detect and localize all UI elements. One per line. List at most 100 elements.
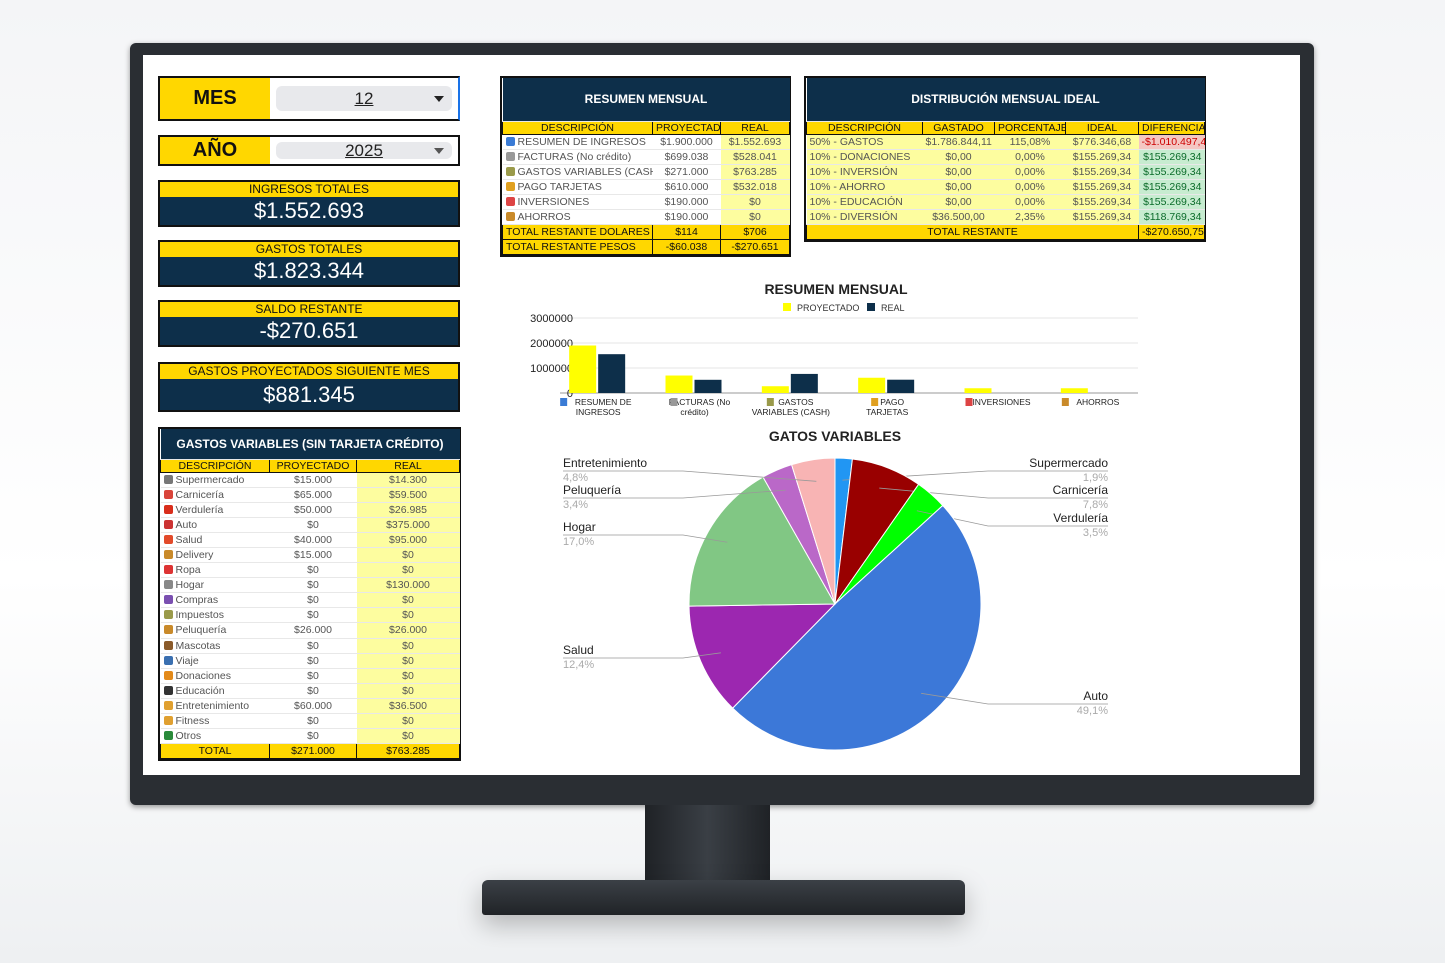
real-cell: $0 (356, 713, 460, 730)
row-label: Verdulería (175, 503, 224, 516)
table-row: 10% - INVERSIÓN $0,00 0,00% $155.269,34 $155… (806, 164, 1205, 180)
shopping-bags-icon (163, 595, 173, 605)
pie-percent: 12,4% (563, 659, 594, 671)
total-value: -$270.650,75 (1138, 223, 1205, 240)
year-dropdown[interactable]: 2025 (276, 140, 452, 160)
receipt-icon (670, 398, 678, 406)
description-cell: Ropa (160, 562, 270, 579)
real-cell: $763.285 (720, 164, 790, 180)
real-cell: $1.552.693 (720, 134, 790, 150)
table-row: Entretenimiento $60.000 $36.500 (160, 698, 460, 715)
total-projected: -$60.038 (652, 238, 721, 255)
year-value: 2025 (345, 140, 383, 160)
description-cell: GASTOS VARIABLES (CASH) (502, 164, 653, 180)
table-row: INVERSIONES $190.000 $0 (502, 194, 790, 210)
puzzle-icon (163, 731, 173, 741)
description-cell: Hogar (160, 577, 270, 594)
y-tick-label: 2000000 (530, 338, 573, 350)
pie-label: Supermercado (1029, 456, 1108, 470)
trend-chart-icon (505, 196, 515, 206)
row-label: Compras (175, 594, 219, 607)
kpi-gastos: GASTOS TOTALES $1.823.344 (158, 240, 460, 287)
row-label: PAGO TARJETAS (517, 180, 602, 193)
real-cell: $95.000 (356, 532, 460, 548)
projected-cell: $271.000 (652, 164, 721, 180)
resumen-mensual-table: RESUMEN MENSUAL DESCRIPCIÓNPROYECTADOREA… (500, 76, 791, 257)
row-label: Ropa (175, 564, 201, 577)
ideal-cell: $155.269,34 (1065, 149, 1139, 165)
graduation-cap-icon (163, 685, 173, 695)
pie-label: Peluquería (563, 483, 621, 497)
monitor-stand (645, 805, 770, 883)
table-row: FACTURAS (No crédito) $699.038 $528.041 (502, 149, 790, 165)
money-icon (163, 610, 173, 620)
real-cell: $26.000 (356, 622, 460, 639)
row-label: RESUMEN DE INGRESOS (517, 135, 646, 148)
table-row: Mascotas $0 $0 (160, 638, 460, 654)
pie-slice-hogar (688, 476, 836, 607)
leader-line (563, 652, 721, 659)
description-cell: PAGO TARJETAS (502, 179, 653, 195)
leader-line (563, 470, 817, 482)
gastado-cell: $0,00 (922, 149, 995, 165)
shirt-icon (163, 565, 173, 575)
month-dropdown[interactable]: 12 (276, 86, 452, 111)
column-header: PROYECTADO (269, 458, 357, 473)
diferencia-cell: -$1.010.497,43 (1138, 134, 1205, 150)
bar-chart-icon (505, 136, 515, 146)
row-label: GASTOS VARIABLES (CASH) (517, 165, 653, 178)
bar-proyectado (761, 386, 789, 393)
x-tick-label: GASTOS (778, 397, 814, 407)
real-cell: $26.985 (356, 502, 460, 518)
pie-label: Auto (1083, 689, 1108, 703)
kpi-label: GASTOS PROYECTADOS SIGUIENTE MES (160, 364, 458, 379)
table-row: 50% - GASTOS $1.786.844,11 115,08% $776.346… (806, 134, 1205, 150)
leader-line (563, 534, 728, 543)
description-cell: Otros (160, 728, 270, 745)
description-cell: Mascotas (160, 638, 270, 654)
money-icon (766, 398, 774, 406)
column-header: DIFERENCIA (1138, 120, 1205, 135)
row-label: Salud (175, 533, 203, 546)
total-projected: $114 (652, 223, 721, 240)
diferencia-cell: $155.269,34 (1138, 149, 1205, 165)
real-cell: $0 (356, 562, 460, 579)
description-cell: Viaje (160, 653, 270, 669)
distribucion-table: DISTRIBUCIÓN MENSUAL IDEAL DESCRIPCIÓN GA… (804, 76, 1206, 242)
table-title: GASTOS VARIABLES (SIN TARJETA CRÉDITO) (160, 429, 460, 460)
receipt-icon (505, 151, 515, 161)
description-cell: Salud (160, 532, 270, 548)
total-label: TOTAL RESTANTE (806, 223, 1139, 240)
table-row: Carnicería $65.000 $59.500 (160, 487, 460, 503)
row-label: Otros (175, 730, 202, 743)
chevron-down-icon (434, 147, 444, 154)
pie-label: Carnicería (1053, 483, 1109, 497)
description-cell: 50% - GASTOS (806, 134, 923, 150)
table-row: Delivery $15.000 $0 (160, 547, 460, 564)
column-header: IDEAL (1065, 120, 1139, 135)
x-tick-label: INVERSIONES (972, 397, 1030, 407)
description-cell: Delivery (160, 547, 270, 564)
column-header: REAL (356, 458, 460, 473)
projected-cell: $699.038 (652, 149, 721, 165)
x-tick-label: INGRESOS (576, 407, 621, 417)
money-icon (505, 166, 515, 176)
gastado-cell: $0,00 (922, 194, 995, 210)
legend-swatch-proyectado (783, 303, 791, 311)
pie-percent: 3,4% (563, 499, 588, 511)
x-tick-label: VARIABLES (CASH) (752, 407, 830, 417)
real-cell: $0 (356, 592, 460, 609)
description-cell: Educación (160, 683, 270, 699)
projected-cell: $15.000 (269, 547, 357, 564)
kpi-value: $881.345 (263, 382, 355, 407)
real-cell: $0 (720, 209, 790, 225)
porcentaje-cell: 2,35% (994, 209, 1066, 225)
leader-line (921, 692, 1108, 705)
table-row: 10% - AHORRO $0,00 0,00% $155.269,34 $155.26… (806, 179, 1205, 195)
bar-real (598, 354, 626, 393)
description-cell: Supermercado (160, 472, 270, 488)
kpi-value: -$270.651 (259, 318, 359, 343)
description-cell: RESUMEN DE INGRESOS (502, 134, 653, 150)
table-row: PAGO TARJETAS $610.000 $532.018 (502, 179, 790, 195)
